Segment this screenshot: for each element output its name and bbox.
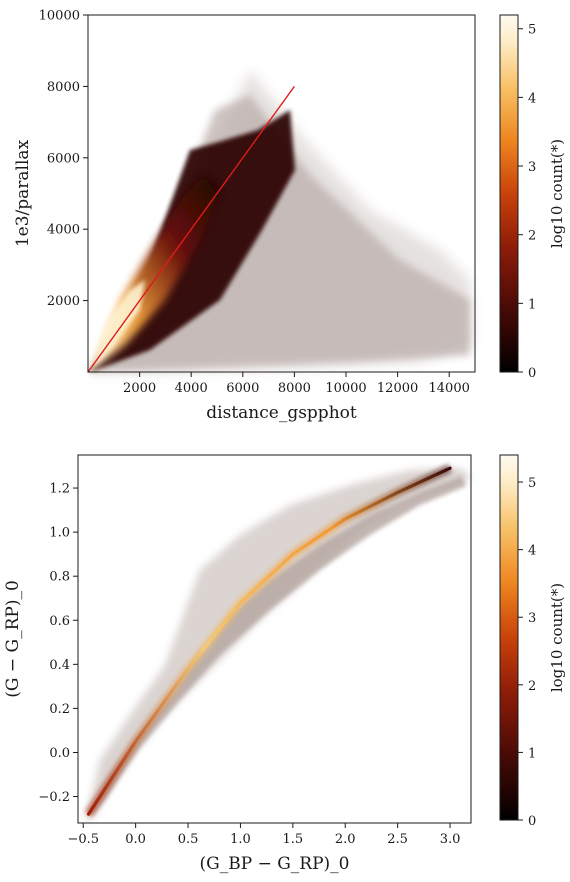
p1-y-tick-label: 8000 [47,80,80,95]
p1-y-tick-label: 6000 [47,151,80,166]
p2-x-tick-label: 1.5 [282,832,303,847]
p2-x-tick-label: −0.5 [67,832,99,847]
p1-y-tick-label: 10000 [39,9,80,24]
p2-x-tick-label: 2.0 [335,832,356,847]
p1-colorbar-tick-label: 3 [528,160,536,175]
p1-x-tick-label: 6000 [226,381,259,396]
top-y-axis-label: 1e3/parallax [13,139,33,247]
top-colorbar-label: log10 count(*) [548,139,566,248]
p2-y-tick-label: 1.2 [49,482,70,497]
p2-x-tick-label: 0.5 [178,832,199,847]
p1-x-tick-label: 14000 [429,381,470,396]
p1-x-tick-label: 12000 [377,381,418,396]
p2-y-tick-label: 0.8 [49,570,70,585]
top-reference-line [87,85,295,373]
p1-x-tick-label: 2000 [123,381,156,396]
p2-x-tick-label: 3.0 [440,832,461,847]
bottom-x-axis-label: (G_BP − G_RP)_0 [200,854,350,874]
bottom-panel: −0.5 0.0 0.5 1.0 1.5 2.0 2.5 3.0 −0.2 0.0 0.2 0.4 0… [3,454,566,874]
top-density-heatmap [90,70,472,372]
p1-x-tick-label: 8000 [278,381,311,396]
p1-colorbar-tick-label: 2 [528,229,536,244]
p2-colorbar-tick-label: 1 [528,746,536,761]
p2-colorbar-tick-label: 0 [528,814,536,829]
bottom-colorbar [499,454,519,821]
p1-y-tick-label: 2000 [47,294,80,309]
p2-y-tick-label: −0.2 [38,790,70,805]
p2-colorbar-tick-label: 5 [528,476,536,491]
top-panel: 2000 4000 6000 8000 10000 12000 14000 2000 4000… [13,9,566,424]
p1-colorbar-tick-label: 1 [528,297,536,312]
p2-y-tick-label: 1.0 [49,526,70,541]
top-x-axis-label: distance_gspphot [206,403,357,423]
p2-y-tick-label: 0.6 [49,614,70,629]
bottom-density-heatmap [85,468,472,822]
p2-x-tick-label: 0.0 [125,832,146,847]
p2-colorbar-tick-label: 4 [528,544,536,559]
bottom-ridge [86,466,452,816]
bottom-colorbar-label: log10 count(*) [548,583,566,692]
bottom-plot-frame [77,454,472,824]
p2-y-tick-label: 0.4 [49,658,70,673]
p2-colorbar-tick-label: 3 [528,611,536,626]
p1-colorbar-tick-label: 0 [528,366,536,381]
p2-y-tick-label: 0.0 [49,746,70,761]
p2-y-tick-label: 0.2 [49,702,70,717]
p2-x-tick-label: 2.5 [387,832,408,847]
top-plot-frame [87,14,476,373]
p1-y-tick-label: 4000 [47,223,80,238]
p2-x-tick-label: 1.0 [230,832,251,847]
p1-x-tick-label: 4000 [175,381,208,396]
p2-colorbar-tick-label: 2 [528,679,536,694]
p1-x-tick-label: 10000 [325,381,366,396]
top-colorbar [499,14,519,373]
p1-colorbar-tick-label: 5 [528,23,536,38]
bottom-y-axis-label: (G − G_RP)_0 [3,580,23,698]
p1-colorbar-tick-label: 4 [528,91,536,106]
